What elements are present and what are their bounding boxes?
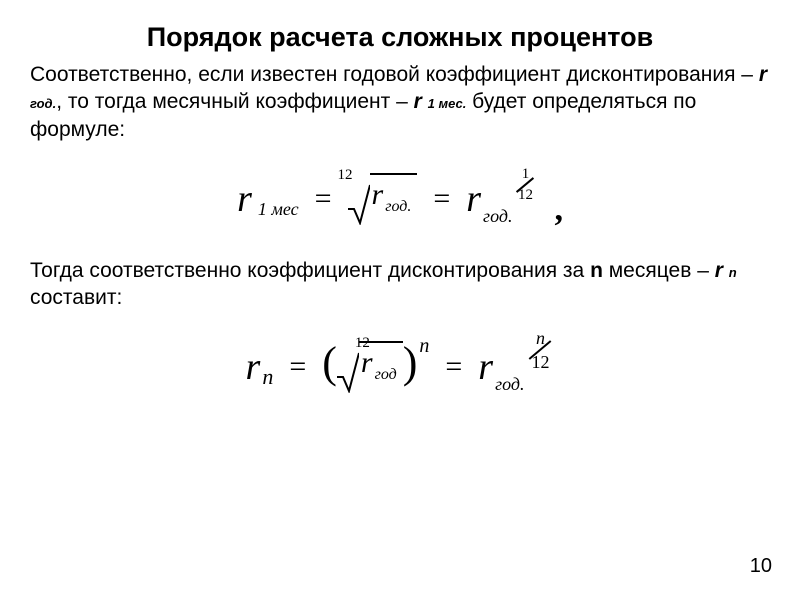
f1-exponent-frac: 1 12	[514, 167, 536, 203]
r-sub-1mes: 1 мес.	[428, 96, 467, 111]
radical-icon	[348, 183, 370, 225]
para1-text-b: , то тогда месячный коэффициент –	[56, 90, 413, 113]
r-var-2: r	[414, 90, 422, 113]
f2-root: 12 rгод	[337, 341, 403, 393]
f2-r: r	[246, 346, 261, 388]
f1-rhs-r: r	[466, 177, 481, 221]
para1-text-a: Соответственно, если известен годовой ко…	[30, 63, 759, 86]
f2-radicand-sub: год	[375, 366, 397, 383]
f1-lhs: r 1 мес	[237, 177, 299, 221]
slide-page: Порядок расчета сложных процентов Соотве…	[0, 0, 800, 600]
r-sub-year: год.	[30, 96, 56, 111]
r-sub-n: n	[729, 265, 737, 280]
formula-comma: ,	[554, 191, 563, 229]
f1-radicand: rгод.	[370, 173, 418, 225]
page-number: 10	[750, 555, 772, 578]
f2-rhs-r: r	[478, 345, 493, 389]
equals-2: =	[433, 182, 450, 216]
para2-text-a: Тогда соответственно коэффициент дисконт…	[30, 259, 590, 282]
f2-power-n: n	[419, 335, 429, 358]
equals-1: =	[315, 182, 332, 216]
f2-lhs: rn	[246, 345, 274, 389]
f1-radicand-sub: год.	[385, 198, 411, 215]
r-var: r	[759, 63, 767, 86]
radical-icon-2	[337, 351, 359, 393]
f2-exponent-frac: n 12	[526, 329, 554, 371]
formula-1: r 1 мес = 12 rгод. = rгод. 1 12	[30, 173, 770, 225]
formula-2: rn = ( 12 rгод ) n = rгод.	[30, 341, 770, 393]
f2-root-index: 12	[355, 335, 370, 352]
f1-radicand-r: r	[372, 178, 384, 211]
page-title: Порядок расчета сложных процентов	[30, 22, 770, 53]
para2-text-c: составит:	[30, 286, 122, 309]
para2-text-b: месяцев –	[603, 259, 715, 282]
r-var-3: r	[715, 259, 723, 282]
equals-3: =	[289, 350, 306, 384]
equals-4: =	[445, 350, 462, 384]
paragraph-2: Тогда соответственно коэффициент дисконт…	[30, 257, 770, 312]
n-var: n	[590, 259, 603, 282]
f1-root: 12 rгод.	[348, 173, 418, 225]
f2-rhs-sub: год.	[495, 374, 524, 395]
f2-paren-block: ( 12 rгод ) n	[322, 341, 429, 393]
f2-sub-n: n	[262, 364, 273, 389]
f1-root-index: 12	[338, 167, 353, 184]
f2-rhs: rгод. n 12	[478, 345, 554, 389]
close-paren: )	[403, 341, 418, 385]
f1-rhs: rгод. 1 12	[466, 177, 536, 221]
paragraph-1: Соответственно, если известен годовой ко…	[30, 61, 770, 143]
f1-sub-1mes: 1 мес	[258, 199, 299, 219]
f1-rhs-sub: год.	[483, 206, 512, 227]
f1-r: r	[237, 178, 252, 220]
open-paren: (	[322, 341, 337, 385]
